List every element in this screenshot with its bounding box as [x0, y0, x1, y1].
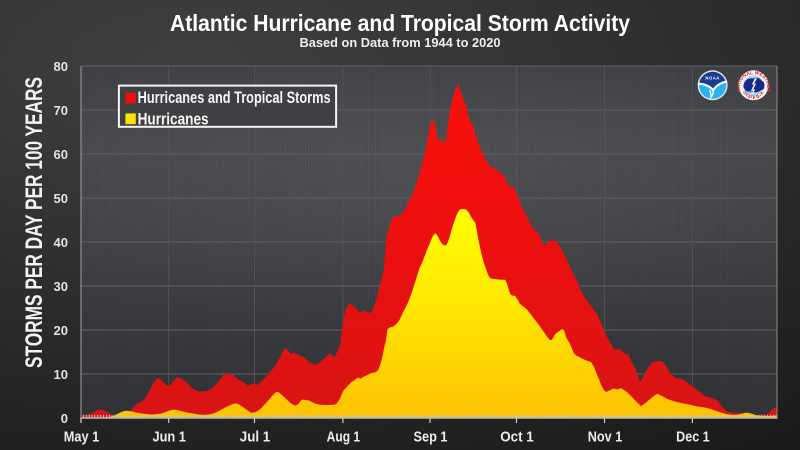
svg-text:0: 0 — [61, 411, 68, 426]
svg-text:Based on Data from 1944 to 202: Based on Data from 1944 to 2020 — [300, 36, 501, 50]
svg-text:STORMS PER DAY PER 100 YEARS: STORMS PER DAY PER 100 YEARS — [21, 77, 48, 368]
svg-text:Jun 1: Jun 1 — [152, 429, 186, 446]
svg-text:Dec 1: Dec 1 — [676, 429, 710, 446]
svg-text:Aug 1: Aug 1 — [327, 429, 361, 446]
svg-text:Hurricanes and Tropical Storms: Hurricanes and Tropical Storms — [138, 88, 331, 107]
svg-text:Hurricanes: Hurricanes — [138, 110, 209, 129]
svg-text:NOAA: NOAA — [705, 75, 719, 80]
svg-text:Jul 1: Jul 1 — [240, 429, 271, 446]
svg-text:Atlantic Hurricane and Tropica: Atlantic Hurricane and Tropical Storm Ac… — [170, 10, 630, 36]
svg-text:40: 40 — [54, 235, 68, 250]
svg-text:10: 10 — [54, 367, 68, 382]
svg-text:20: 20 — [54, 323, 68, 338]
svg-text:Sep 1: Sep 1 — [414, 429, 448, 446]
svg-text:Nov 1: Nov 1 — [588, 429, 623, 446]
svg-text:70: 70 — [54, 103, 68, 118]
svg-text:30: 30 — [54, 279, 68, 294]
svg-text:80: 80 — [54, 59, 68, 74]
svg-text:50: 50 — [54, 191, 68, 206]
svg-text:Oct 1: Oct 1 — [500, 429, 534, 446]
svg-text:60: 60 — [54, 147, 68, 162]
svg-text:May 1: May 1 — [64, 429, 100, 446]
